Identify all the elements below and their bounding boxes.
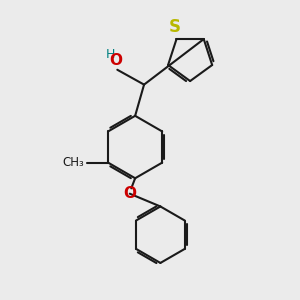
Text: CH₃: CH₃ — [62, 155, 84, 169]
Text: O: O — [109, 53, 122, 68]
Text: S: S — [169, 17, 181, 35]
Text: H: H — [106, 48, 116, 62]
Text: O: O — [123, 186, 136, 201]
